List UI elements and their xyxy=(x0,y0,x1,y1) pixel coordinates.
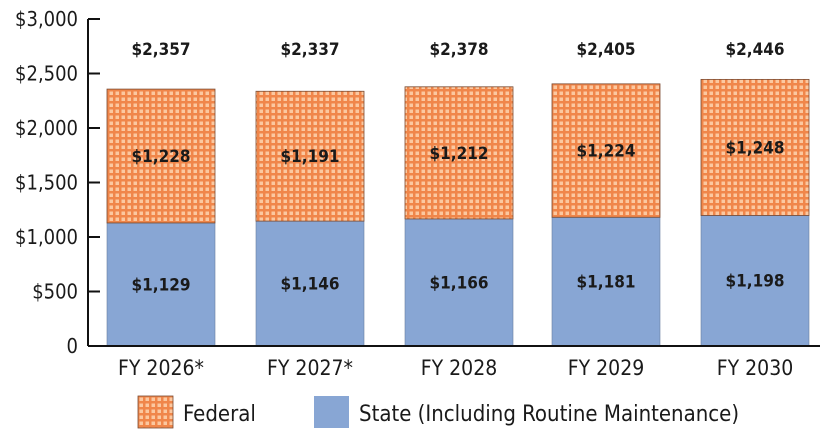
label-total-2: $2,378 xyxy=(429,40,488,60)
label-federal-3: $1,224 xyxy=(576,142,635,162)
bar-federal-2 xyxy=(404,86,514,220)
bar-federal-0 xyxy=(106,88,216,224)
label-total-1: $2,337 xyxy=(280,40,339,60)
label-federal-4: $1,248 xyxy=(725,138,784,158)
y-tick-label-2: $1,000 xyxy=(15,225,78,249)
label-state-0: $1,129 xyxy=(131,275,190,295)
label-total-4: $2,446 xyxy=(725,40,784,60)
label-federal-2: $1,212 xyxy=(429,144,488,164)
label-federal-0: $1,228 xyxy=(131,147,190,167)
label-total-0: $2,357 xyxy=(131,40,190,60)
bar-federal-3 xyxy=(551,83,661,218)
x-tick-label-0: FY 2026* xyxy=(118,356,204,380)
x-tick-label-2: FY 2028 xyxy=(421,356,497,380)
legend-label-federal: Federal xyxy=(183,402,256,427)
label-state-4: $1,198 xyxy=(725,272,784,292)
legend-swatch-state xyxy=(314,396,349,428)
label-total-3: $2,405 xyxy=(576,40,635,60)
y-tick-label-4: $2,000 xyxy=(15,116,78,140)
label-federal-1: $1,191 xyxy=(280,147,339,167)
x-tick-label-3: FY 2029 xyxy=(568,356,644,380)
legend-swatch-federal xyxy=(137,395,174,429)
y-tick-label-1: $500 xyxy=(32,280,78,304)
label-state-2: $1,166 xyxy=(429,273,488,293)
x-tick-label-4: FY 2030 xyxy=(717,356,793,380)
bar-state-0 xyxy=(106,222,216,347)
bar-state-2 xyxy=(404,218,514,347)
bar-federal-4 xyxy=(700,78,810,216)
legend-label-state: State (Including Routine Maintenance) xyxy=(359,402,739,427)
label-state-3: $1,181 xyxy=(576,273,635,293)
label-state-1: $1,146 xyxy=(280,275,339,295)
y-tick-label-5: $2,500 xyxy=(15,62,78,86)
bar-federal-1 xyxy=(255,90,365,222)
x-tick-label-1: FY 2027* xyxy=(267,356,353,380)
y-tick-label-0: 0 xyxy=(67,334,78,358)
bar-state-3 xyxy=(551,216,661,347)
y-tick-label-3: $1,500 xyxy=(15,171,78,195)
y-tick-label-6: $3,000 xyxy=(15,7,78,31)
